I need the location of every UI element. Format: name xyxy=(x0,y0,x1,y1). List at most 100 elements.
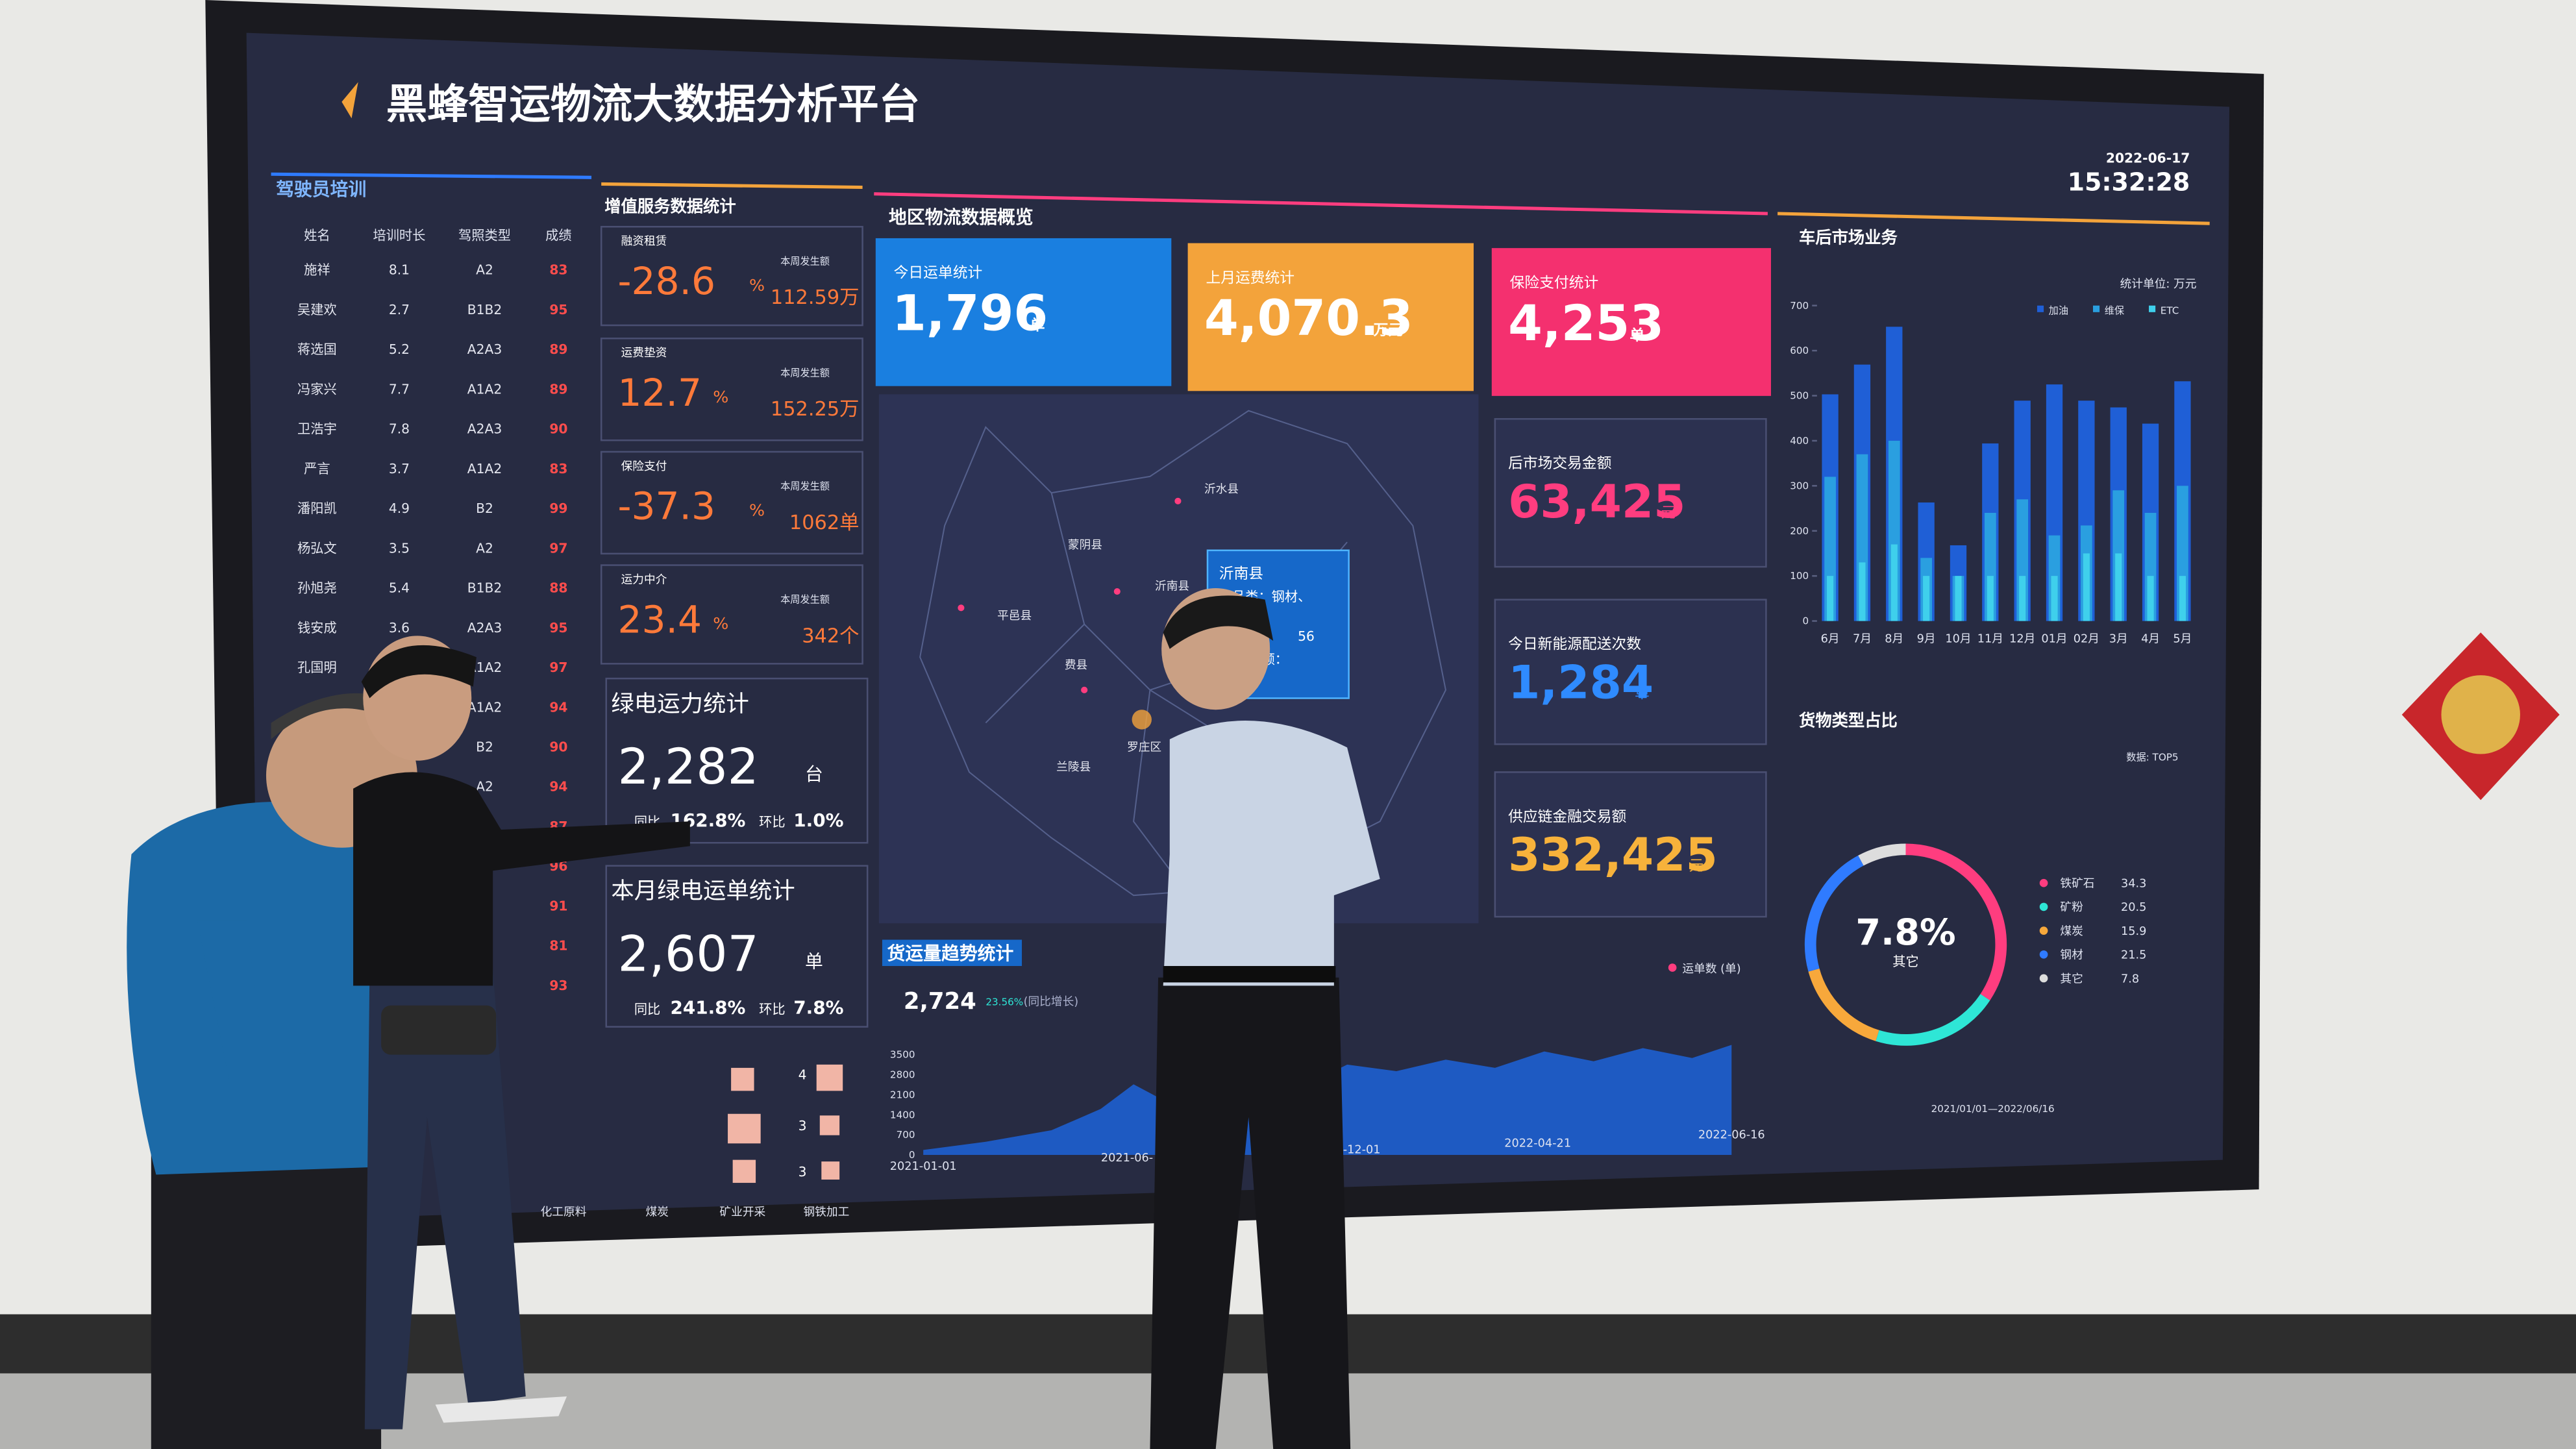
y-tick-label: 2800 xyxy=(890,1069,915,1081)
table-cell: 3.5 xyxy=(389,540,410,556)
legend-dot xyxy=(1668,963,1677,972)
section-rule xyxy=(271,172,592,179)
kpi-label: 今日运单统计 xyxy=(894,265,983,282)
pants xyxy=(1150,977,1351,1449)
kpi-unit: 单 xyxy=(1030,317,1045,334)
legend-label: 加油 xyxy=(2049,304,2068,316)
kpi-value: 4,070.3 xyxy=(1204,290,1413,347)
mini-number: 3 xyxy=(799,1164,807,1180)
kpi-unit: 万元 xyxy=(1374,322,1404,339)
hair xyxy=(361,645,477,699)
y-tick-label: 0 xyxy=(909,1149,915,1161)
legend-swatch xyxy=(2093,305,2100,312)
mini-square xyxy=(819,1115,840,1135)
y-tick-label: 1400 xyxy=(890,1109,915,1121)
bar xyxy=(1955,576,1962,621)
time: 15:32:28 xyxy=(2068,168,2190,197)
legend-label: 维保 xyxy=(2105,304,2124,316)
bar xyxy=(2083,553,2090,621)
stat-label: 同比 xyxy=(634,1001,660,1017)
title: 黑蜂智运物流大数据分析平台 xyxy=(386,80,920,128)
table-cell: B1B2 xyxy=(467,580,502,596)
person-center xyxy=(1150,588,1380,1449)
column-header: 驾照类型 xyxy=(458,227,511,243)
kpi-label: 上月运费统计 xyxy=(1206,269,1294,286)
card-amount: 1062单 xyxy=(789,512,860,534)
card-frame xyxy=(600,225,863,327)
hair xyxy=(1163,595,1274,649)
table-cell: A2 xyxy=(476,779,493,795)
kpi-value: 4,253 xyxy=(1508,295,1664,352)
card-amount: 342个 xyxy=(802,625,859,647)
section-title: 驾驶员培训 xyxy=(276,179,366,200)
kpi-label: 后市场交易金额 xyxy=(1508,455,1612,472)
kpi-card xyxy=(1491,248,1771,396)
table-cell: 95 xyxy=(549,620,567,636)
table-cell: 3.6 xyxy=(389,620,410,636)
table-cell: 97 xyxy=(549,540,567,556)
y-tick-label: 700 xyxy=(1790,300,1809,312)
table-cell: 孔国明 xyxy=(297,660,337,675)
legend-label: 煤炭 xyxy=(2060,924,2083,938)
y-tick-label: 0 xyxy=(1803,615,1809,627)
mini-number: 4 xyxy=(799,1067,807,1083)
card-amount: 152.25万 xyxy=(771,398,860,421)
x-tick-label: 01月 xyxy=(2041,632,2067,645)
legend-label: 铁矿石 xyxy=(2060,877,2094,891)
legend-label: 其它 xyxy=(2060,972,2083,985)
donut-center: 7.8% xyxy=(1855,911,1955,954)
section-title: 地区物流数据概览 xyxy=(889,206,1034,228)
stat-title: 本月绿电运单统计 xyxy=(611,878,795,904)
people xyxy=(127,588,1380,1449)
mini-label: 化工原料 xyxy=(541,1206,587,1219)
table-cell: 83 xyxy=(549,262,567,278)
table-cell: B1B2 xyxy=(467,302,502,317)
stat-label: 环比 xyxy=(759,1001,785,1017)
donut-segment xyxy=(1808,968,1879,1041)
column-header: 姓名 xyxy=(304,227,330,243)
x-tick-label: 4月 xyxy=(2141,632,2160,645)
y-tick-label: 200 xyxy=(1790,525,1809,537)
legend-dot xyxy=(2039,926,2048,935)
y-tick-label: 500 xyxy=(1790,390,1809,402)
y-tick-label: 600 xyxy=(1790,345,1809,356)
bar xyxy=(2147,576,2154,621)
table-cell: 卫浩宇 xyxy=(297,421,337,437)
bar xyxy=(1923,576,1930,621)
bar xyxy=(2179,576,2186,621)
map-label: 沂南县 xyxy=(1155,579,1189,593)
pants xyxy=(151,1150,382,1449)
legend-dot xyxy=(2039,974,2048,983)
table-cell: A2 xyxy=(476,540,493,556)
stat-value: 2,282 xyxy=(618,738,759,795)
kpi-label: 今日新能源配送次数 xyxy=(1508,636,1641,653)
stat-value: 2,607 xyxy=(618,926,759,983)
stat-unit: 台 xyxy=(805,763,823,785)
map-label: 蒙阴县 xyxy=(1068,538,1102,552)
card-frame xyxy=(600,451,863,555)
table-cell: 93 xyxy=(549,978,567,993)
belt xyxy=(1163,966,1336,983)
kpi-label: 保险支付统计 xyxy=(1510,275,1599,291)
shirt xyxy=(353,772,690,986)
kpi-unit: 元 xyxy=(1689,858,1703,874)
card-value: 12.7 xyxy=(618,371,702,415)
y-tick-label: 3500 xyxy=(890,1049,915,1061)
stat-yoy: 241.8% xyxy=(670,997,745,1018)
trend-title-bg xyxy=(882,939,1022,966)
legend-value: 21.5 xyxy=(2121,949,2146,962)
kpi-unit: 单 xyxy=(1635,686,1650,702)
x-tick-label: 10月 xyxy=(1945,632,1971,645)
x-tick-label: 12月 xyxy=(2009,632,2035,645)
bar xyxy=(1890,544,1898,621)
tooltip-line: 56 xyxy=(1298,628,1315,644)
mini-square xyxy=(728,1113,761,1144)
logo xyxy=(341,82,358,119)
card-label: 融资租赁 xyxy=(621,234,667,248)
table-cell: 99 xyxy=(549,501,567,516)
card-frame xyxy=(600,564,863,665)
table-cell: 孙旭尧 xyxy=(297,580,337,596)
